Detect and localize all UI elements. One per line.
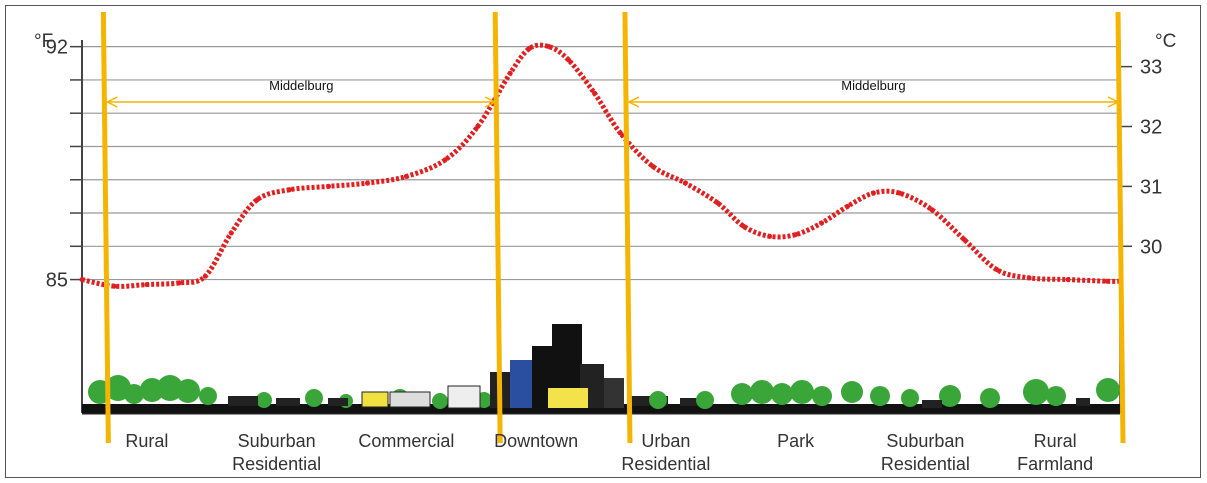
data-point (202, 273, 208, 279)
data-point (929, 207, 935, 213)
data-point (1065, 277, 1071, 283)
data-point (527, 45, 533, 51)
left-unit-label: °F (34, 31, 53, 52)
zone-label: Suburban (238, 431, 316, 451)
temperature-curve (79, 42, 1123, 289)
left-tick-label: 85 (46, 270, 68, 292)
data-point (682, 180, 688, 186)
city-skyline-illustration (82, 324, 1120, 413)
data-point (176, 280, 182, 286)
data-point (403, 173, 409, 179)
tick-labels: 92 85 33 32 31 30 (46, 37, 1163, 292)
data-point (896, 190, 902, 196)
data-point (546, 44, 552, 50)
data-point (870, 190, 876, 196)
zone-label: Commercial (358, 431, 454, 451)
zone-label: Residential (621, 454, 710, 474)
right-tick-label: 33 (1140, 57, 1162, 79)
data-point (1104, 278, 1110, 284)
data-point (326, 183, 332, 189)
data-point (617, 130, 623, 136)
zone-label: Downtown (494, 431, 578, 451)
zone-label: Rural (125, 431, 168, 451)
data-point (364, 180, 370, 186)
zone-labels: Rural Suburban Residential Commercial Downto… (125, 431, 1093, 474)
data-point (994, 267, 1000, 273)
data-point (1026, 275, 1032, 281)
data-point (592, 90, 598, 96)
data-point (442, 157, 448, 163)
data-point (79, 277, 85, 283)
data-point (819, 220, 825, 226)
data-point (650, 163, 656, 169)
annotation-label: Middelburg (841, 78, 905, 93)
divider-line (1115, 11, 1126, 444)
divider-line (492, 11, 503, 444)
data-point (287, 187, 293, 193)
data-point (475, 124, 481, 130)
right-unit-label: °C (1155, 31, 1176, 52)
zone-label: Rural (1034, 431, 1077, 451)
data-point (228, 230, 234, 236)
annotations: Middelburg Middelburg (105, 78, 1120, 108)
data-point (144, 282, 150, 288)
data-point (767, 233, 773, 239)
data-point (845, 203, 851, 209)
data-point (566, 57, 572, 63)
chart-frame (5, 5, 1201, 478)
divider-lines (100, 11, 1126, 444)
right-tick-label: 32 (1140, 117, 1162, 139)
right-tick-label: 31 (1140, 176, 1162, 198)
left-tick-label: 92 (46, 37, 68, 59)
zone-label: Residential (232, 454, 321, 474)
data-point (961, 237, 967, 243)
zone-label: Urban (641, 431, 690, 451)
data-point (715, 200, 721, 206)
zone-label: Park (777, 431, 815, 451)
data-point (741, 223, 747, 229)
zone-label: Residential (881, 454, 970, 474)
annotation-label: Middelburg (269, 78, 333, 93)
gridlines (70, 45, 1132, 281)
data-point (507, 70, 513, 76)
right-tick-label: 30 (1140, 236, 1162, 258)
zone-label: Farmland (1017, 454, 1093, 474)
data-point (254, 197, 260, 203)
zone-label: Suburban (886, 431, 964, 451)
arrow-left-head (105, 96, 118, 108)
arrow-left-head (627, 96, 640, 108)
data-point (793, 232, 799, 238)
divider-line (622, 11, 633, 444)
data-point (111, 283, 117, 289)
temperature-line (81, 42, 1121, 289)
divider-line (100, 11, 111, 444)
